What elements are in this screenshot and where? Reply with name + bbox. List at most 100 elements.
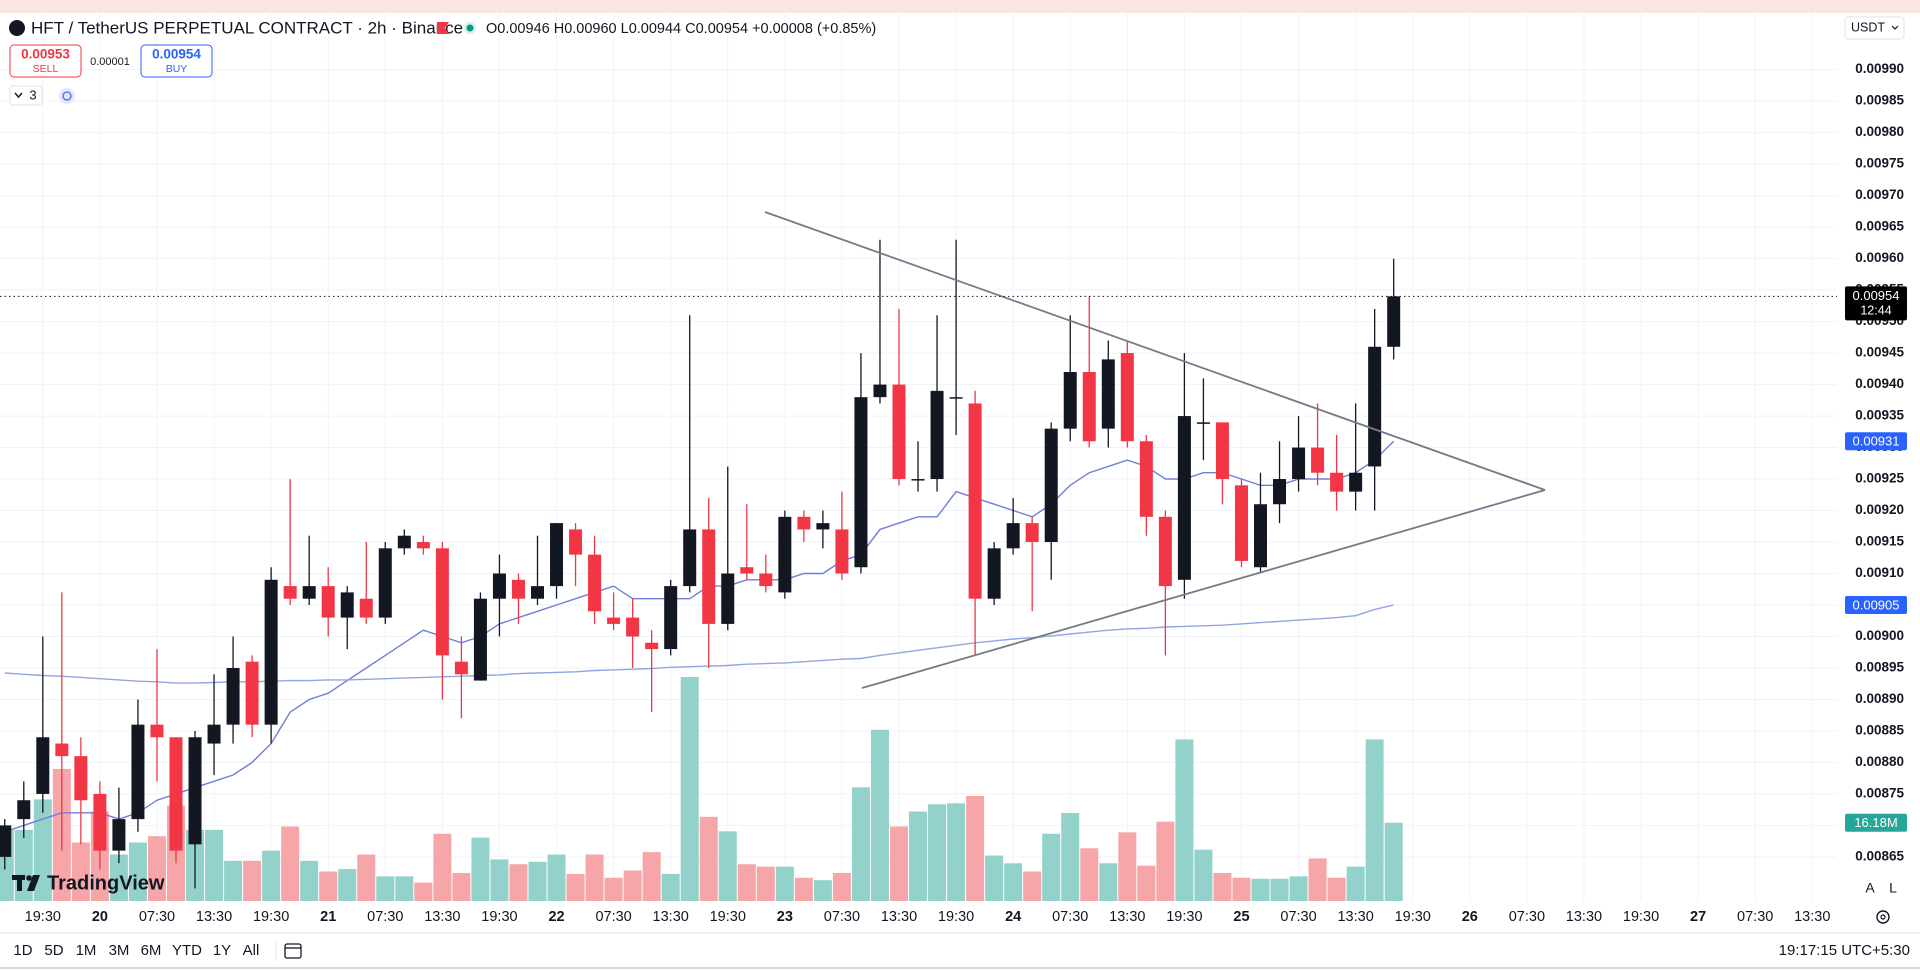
range-button[interactable]: 3M <box>109 942 130 959</box>
sell-button[interactable] <box>9 44 82 78</box>
trend-line-lower <box>861 489 1546 689</box>
candle-body <box>473 598 487 681</box>
volume-bar <box>604 877 623 901</box>
sell-label[interactable]: SELL <box>33 63 59 75</box>
candle-body <box>0 825 12 857</box>
x-tick-label: 19:30 <box>1166 909 1202 925</box>
volume-bar <box>775 866 794 901</box>
indicator-toggle[interactable] <box>9 85 43 106</box>
sell-price[interactable]: 0.00953 <box>21 47 70 62</box>
candle-body <box>683 529 697 587</box>
candle-body <box>759 573 773 587</box>
candle-body <box>968 403 982 599</box>
currency[interactable]: USDT <box>1851 20 1885 34</box>
candle-body <box>1177 416 1191 580</box>
candle-body <box>1234 485 1248 561</box>
volume-bar <box>452 872 471 901</box>
last-price-tag <box>1845 286 1907 321</box>
candle-body <box>17 800 31 820</box>
volume-bar <box>109 854 128 901</box>
candle-body <box>36 737 50 794</box>
x-tick-label: 20 <box>92 909 108 925</box>
calendar-icon[interactable] <box>284 943 302 959</box>
range-button[interactable]: 6M <box>141 942 162 959</box>
volume-bar <box>509 864 528 901</box>
candle-body <box>264 579 278 725</box>
volume-bar <box>985 855 1004 901</box>
candle-body <box>1063 371 1077 429</box>
range-button[interactable]: 1Y <box>213 942 231 959</box>
ma-price-tag <box>1845 432 1907 451</box>
buy-button[interactable] <box>140 44 213 78</box>
ma-price-tag-label: 0.00905 <box>1853 597 1900 612</box>
chevron <box>1891 25 1899 30</box>
candle-body <box>854 397 868 568</box>
candle-body <box>626 617 640 637</box>
volume-bar <box>642 852 661 901</box>
x-tick-label: 13:30 <box>881 909 917 925</box>
trend-lines <box>764 211 1546 689</box>
candle-body <box>359 598 373 618</box>
x-tick-label: 19:30 <box>1623 909 1659 925</box>
sync-icon[interactable] <box>59 88 75 104</box>
candle-body <box>1025 523 1039 543</box>
y-tick-label: 0.00885 <box>1855 723 1904 738</box>
candle-body <box>530 586 544 599</box>
volume-bar <box>528 861 547 901</box>
candle-body <box>283 586 297 599</box>
indicator-count[interactable]: 3 <box>29 87 36 102</box>
candle-body <box>892 384 906 480</box>
candle-body <box>588 554 602 612</box>
x-tick-label: 07:30 <box>1737 909 1773 925</box>
volume-bar <box>794 877 813 901</box>
candle-body <box>816 523 830 530</box>
candle-body <box>1120 353 1134 442</box>
buy-price[interactable]: 0.00954 <box>152 47 201 62</box>
candle-body <box>740 567 754 574</box>
range-button[interactable]: YTD <box>172 942 202 959</box>
y-tick-label: 0.00965 <box>1855 219 1904 234</box>
volume-bar <box>1042 833 1061 901</box>
candle-body <box>987 548 1001 599</box>
volume-bar <box>1213 872 1232 901</box>
volume-bar <box>737 864 756 901</box>
range-button[interactable]: 5D <box>44 942 63 959</box>
range-button[interactable]: 1D <box>13 942 32 959</box>
volume-bar <box>585 854 604 901</box>
x-tick-label: 25 <box>1233 909 1249 925</box>
candle-body <box>721 573 735 624</box>
candle-body <box>207 724 221 744</box>
range-button[interactable]: 1M <box>76 942 97 959</box>
x-tick-label: 19:30 <box>481 909 517 925</box>
ma-price-tag-label: 0.00931 <box>1853 434 1900 449</box>
ui-layer: HFT / TetherUS PERPETUAL CONTRACT · 2h ·… <box>0 16 1920 969</box>
x-tick-label: 22 <box>548 909 564 925</box>
auto-scale-button[interactable]: A <box>1865 880 1875 896</box>
buy-label[interactable]: BUY <box>166 63 188 75</box>
candle-body <box>112 819 126 851</box>
settings-icon[interactable] <box>1876 910 1890 924</box>
volume-bar <box>319 871 338 901</box>
candle-body <box>55 743 69 757</box>
spread: 0.00001 <box>90 56 130 68</box>
candle-body <box>397 535 411 549</box>
volume-bar <box>338 869 357 901</box>
candle-body <box>1082 371 1096 442</box>
x-tick-label: 23 <box>777 909 793 925</box>
candle-body <box>1387 296 1401 347</box>
ohlc-legend: O0.00946 H0.00960 L0.00944 C0.00954 +0.0… <box>486 21 876 37</box>
currency-button[interactable] <box>1844 16 1905 40</box>
range-button[interactable]: All <box>243 942 260 959</box>
y-tick-label: 0.00895 <box>1855 660 1904 675</box>
x-tick-label: 19:30 <box>1395 909 1431 925</box>
volume-bar <box>224 860 243 901</box>
volume-tag-label: 16.18M <box>1854 815 1897 830</box>
x-tick-label: 13:30 <box>424 909 460 925</box>
y-tick-label: 0.00990 <box>1855 61 1904 76</box>
top-strip <box>0 0 1920 13</box>
candle-body <box>435 548 449 656</box>
log-scale-button[interactable]: L <box>1889 880 1897 896</box>
ma-price-tag <box>1845 596 1907 614</box>
